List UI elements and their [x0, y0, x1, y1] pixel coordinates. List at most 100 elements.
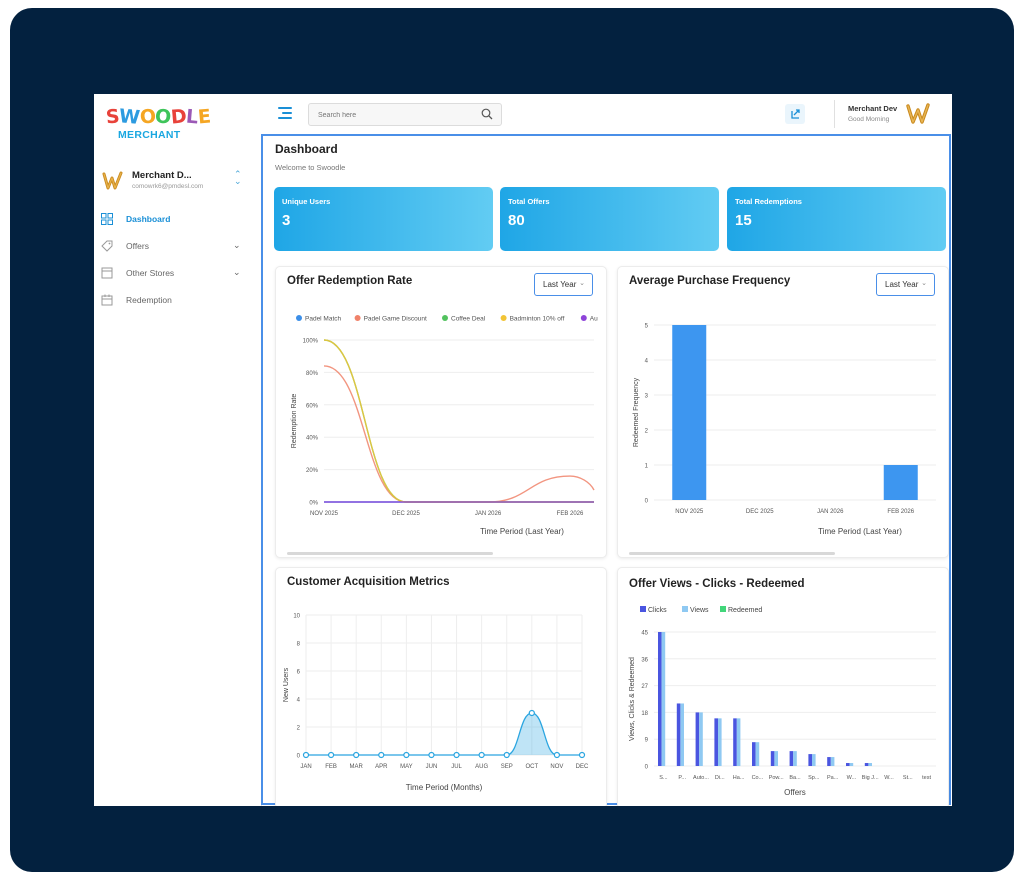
- profile-email: comowrk6@pmdesl.com: [132, 183, 204, 190]
- legend-marker: [354, 315, 361, 321]
- dropdown-value: Last Year: [885, 280, 919, 289]
- calendar-icon: [101, 294, 113, 306]
- bar-clicks-7: [789, 751, 794, 766]
- menu-bar: [278, 117, 292, 119]
- stat-card-unique-users[interactable]: Unique Users 3: [274, 187, 493, 251]
- y-axis-label: Redemption Rate: [291, 394, 298, 449]
- legend-label: Clicks: [648, 607, 667, 614]
- bar-clicks-2: [695, 712, 700, 766]
- y-tick-label: 4: [645, 359, 649, 365]
- stat-card-total-offers[interactable]: Total Offers 80: [500, 187, 719, 251]
- bar-views-4: [736, 718, 741, 766]
- page-subtitle: Welcome to Swoodle: [275, 163, 346, 172]
- y-tick-label: 40%: [306, 436, 319, 442]
- data-point-aug: [478, 751, 485, 759]
- menu-toggle-button[interactable]: [278, 107, 292, 119]
- x-tick-label: Sp...: [808, 775, 820, 781]
- logo-subtitle: MERCHANT: [118, 129, 181, 141]
- search-icon[interactable]: [481, 108, 493, 120]
- y-tick-label: 18: [641, 711, 648, 717]
- x-tick-label: APR: [375, 764, 388, 770]
- avatar[interactable]: [905, 102, 931, 126]
- stat-value: 15: [735, 212, 752, 229]
- search-input[interactable]: [316, 107, 470, 123]
- x-tick-label: SEP: [501, 764, 513, 770]
- legend-marker: [580, 315, 587, 321]
- legend-marker: [296, 315, 302, 321]
- sidebar: SWOODLE MERCHANT Merchant D... comowrk6@…: [94, 94, 262, 806]
- period-dropdown[interactable]: Last Year ⌄: [876, 273, 935, 296]
- brand-logo[interactable]: SWOODLE MERCHANT: [105, 105, 212, 141]
- y-tick-label: 27: [641, 684, 648, 690]
- series-line-padel-game-discount: [323, 365, 595, 503]
- stat-label: Total Redemptions: [735, 197, 802, 206]
- bar-clicks-8: [808, 754, 812, 766]
- y-axis-label: Views, Clicks & Redeemed: [629, 657, 636, 741]
- x-axis-label: Time Period (Months): [406, 783, 483, 792]
- chart-title: Customer Acquisition Metrics: [287, 576, 450, 588]
- search-box[interactable]: [308, 103, 502, 126]
- chart-title: Average Purchase Frequency: [629, 275, 791, 287]
- x-tick-label: Pa...: [827, 775, 839, 781]
- data-point-jun: [428, 751, 435, 759]
- y-tick-label: 9: [645, 738, 649, 744]
- tag-icon: [101, 240, 113, 252]
- main-content: Dashboard Welcome to Swoodle Unique User…: [261, 134, 951, 806]
- x-tick-label: DEC 2025: [746, 509, 774, 515]
- stat-card-total-redemptions[interactable]: Total Redemptions 15: [727, 187, 946, 251]
- profile-switcher[interactable]: Merchant D... comowrk6@pmdesl.com ⌃ ⌄: [102, 168, 252, 196]
- sidebar-item-label: Offers: [126, 241, 149, 251]
- bar-clicks-6: [770, 751, 775, 766]
- x-tick-label: OCT: [525, 764, 538, 770]
- horizontal-scrollbar[interactable]: [629, 552, 835, 555]
- horizontal-scrollbar[interactable]: [287, 552, 493, 555]
- x-tick-label: JAN 2026: [475, 511, 502, 517]
- bar-views-1: [680, 703, 684, 766]
- x-tick-label: DEC 2025: [392, 511, 420, 517]
- logo-letter: W: [118, 105, 141, 129]
- x-tick-label: S...: [659, 775, 668, 781]
- x-axis-label: Offers: [784, 788, 806, 797]
- y-tick-label: 60%: [306, 403, 319, 409]
- expand-toggle-icon[interactable]: ⌃ ⌄: [234, 169, 242, 186]
- share-button[interactable]: [785, 104, 805, 124]
- legend-label: Au: [590, 316, 598, 323]
- x-tick-label: FEB 2026: [887, 509, 914, 515]
- legend-label: Coffee Deal: [451, 316, 486, 323]
- share-icon: [791, 109, 800, 119]
- sidebar-item-dashboard[interactable]: Dashboard: [94, 206, 261, 233]
- legend-marker: [640, 606, 646, 612]
- y-tick-label: 100%: [303, 339, 319, 345]
- legend-marker: [500, 315, 507, 321]
- x-tick-label: Auto...: [693, 775, 709, 781]
- sidebar-item-offers[interactable]: Offers ⌄: [94, 233, 261, 260]
- x-tick-label: MAR: [350, 764, 364, 770]
- y-tick-label: 10: [293, 614, 300, 620]
- legend-marker: [682, 606, 688, 612]
- chevron-down-icon: ⌄: [579, 280, 585, 287]
- chart-card-purchase-frequency: Average Purchase Frequency Last Year ⌄ 0…: [617, 266, 949, 558]
- legend-label: Padel Match: [305, 316, 342, 323]
- period-dropdown[interactable]: Last Year ⌄: [534, 273, 593, 296]
- y-tick-label: 8: [297, 642, 301, 648]
- x-tick-label: DEC: [576, 764, 589, 770]
- legend-label: Views: [690, 607, 709, 614]
- legend-label: Badminton 10% off: [510, 316, 565, 323]
- chevron-down-icon: ⌄: [233, 240, 241, 250]
- x-tick-label: JUL: [451, 764, 462, 770]
- bar-nov-2025: [672, 325, 707, 500]
- purchase-frequency-chart: 0 1 2 3 4 5 Redeemed Frequency Time Period (Las…: [633, 324, 936, 536]
- bar-views-8: [812, 754, 816, 766]
- chevron-down-icon: ⌄: [233, 267, 241, 277]
- bar-views-9: [830, 757, 835, 766]
- data-point-jul: [453, 751, 460, 759]
- x-axis-label: Time Period (Last Year): [480, 527, 564, 536]
- logo-letter: E: [196, 105, 212, 129]
- bar-clicks-0: [658, 632, 662, 766]
- x-tick-label: Ba...: [789, 775, 801, 781]
- sidebar-item-redemption[interactable]: Redemption: [94, 287, 261, 314]
- sidebar-item-other-stores[interactable]: Other Stores ⌄: [94, 260, 261, 287]
- x-tick-label: Big J...: [862, 775, 879, 781]
- chart-card-customer-acquisition: Customer Acquisition Metrics 0 2 4 6 8 10 New …: [275, 567, 607, 806]
- bar-clicks-3: [714, 718, 718, 766]
